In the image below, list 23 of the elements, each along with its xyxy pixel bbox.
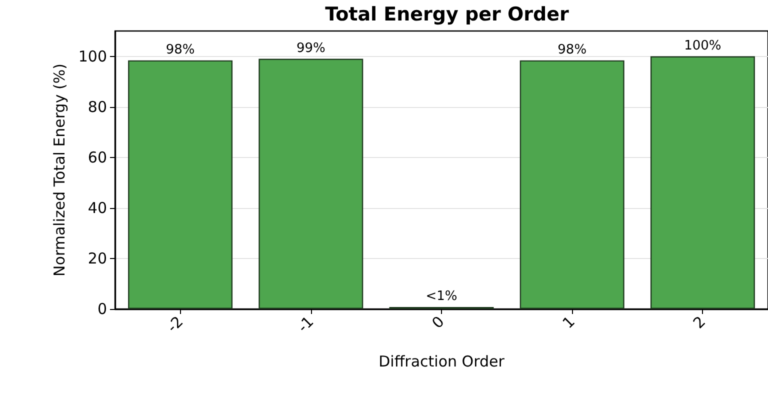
bar	[258, 58, 364, 309]
x-tick-label: -1	[294, 312, 318, 336]
bar	[128, 60, 233, 309]
bar	[650, 56, 755, 309]
y-axis-title: Normalized Total Energy (%)	[50, 64, 68, 276]
x-tick-label: 0	[428, 312, 448, 332]
y-tick-label: 0	[97, 300, 107, 318]
x-tick-label: -2	[163, 312, 187, 336]
chart-title: Total Energy per Order	[325, 4, 570, 26]
y-tick-label: 100	[78, 47, 107, 66]
data-label: 99%	[296, 40, 326, 56]
y-tick-label: 60	[88, 148, 107, 166]
bar	[520, 60, 624, 309]
y-tick-label: 80	[88, 98, 107, 116]
x-axis-title: Diffraction Order	[378, 352, 506, 370]
y-tick-label: 40	[88, 198, 107, 217]
y-tick-label: 20	[88, 249, 107, 268]
data-label: 98%	[558, 42, 587, 58]
data-label: <1%	[426, 288, 458, 304]
x-tick-label: 2	[690, 312, 710, 332]
data-label: 100%	[684, 38, 722, 54]
data-label: 98%	[166, 42, 195, 58]
x-tick-label: 1	[558, 312, 578, 332]
